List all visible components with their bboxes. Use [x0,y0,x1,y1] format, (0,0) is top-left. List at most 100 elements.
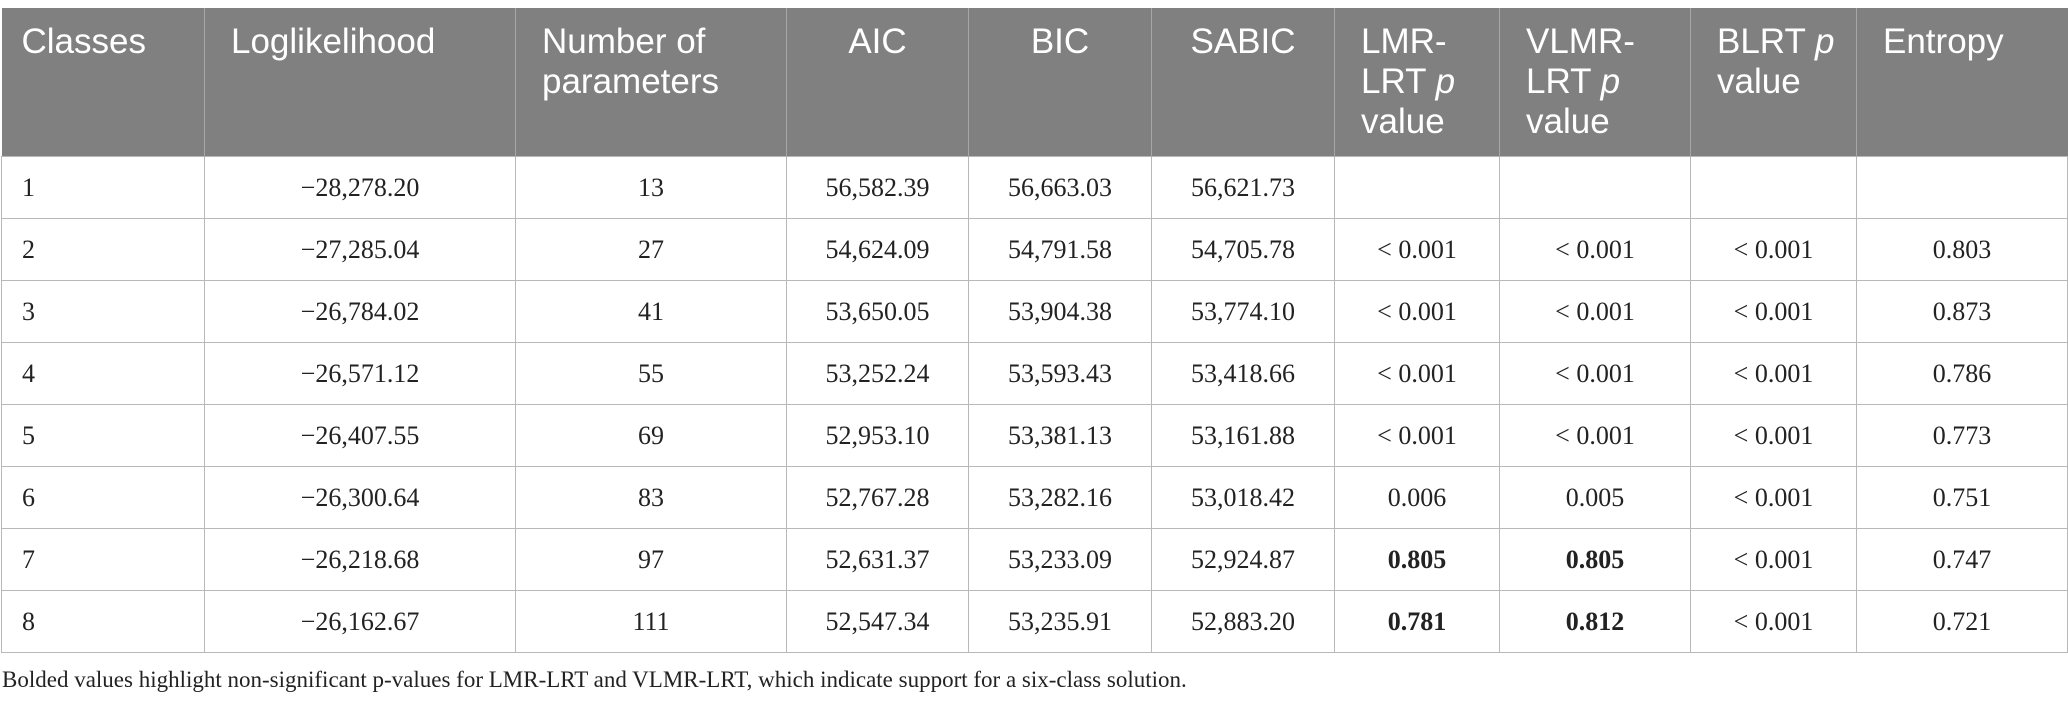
cell-num_params: 111 [515,590,787,653]
cell-aic: 54,624.09 [786,218,969,281]
header-blrt: BLRT p value [1690,8,1857,157]
table-row: 4 −26,571.12 55 53,252.24 53,593.43 53,418.66… [1,342,2068,405]
cell-vlmr_lrt: < 0.001 [1499,404,1691,467]
cell-vlmr_lrt: < 0.001 [1499,342,1691,405]
table-row: 1 −28,278.20 13 56,582.39 56,663.03 56,621.73 [1,156,2068,219]
header-lmr_lrt-text-1: p [1435,62,1456,101]
cell-entropy: 0.751 [1856,466,2068,529]
cell-sabic: 52,883.20 [1151,590,1335,653]
cell-bic: 56,663.03 [968,156,1152,219]
cell-blrt: < 0.001 [1690,466,1857,529]
cell-blrt: < 0.001 [1690,528,1857,591]
cell-blrt: < 0.001 [1690,404,1857,467]
cell-num_params: 13 [515,156,787,219]
cell-num_params: 55 [515,342,787,405]
table-row: 3 −26,784.02 41 53,650.05 53,904.38 53,774.10… [1,280,2068,343]
cell-vlmr_lrt: 0.812 [1499,590,1691,653]
cell-bic: 53,904.38 [968,280,1152,343]
cell-loglikelihood: −26,784.02 [204,280,516,343]
header-vlmr-lrt: VLMR-LRT p value [1499,8,1691,157]
cell-sabic: 56,621.73 [1151,156,1335,219]
cell-entropy: 0.747 [1856,528,2068,591]
header-entropy-text-0: Entropy [1883,22,2004,61]
cell-aic: 56,582.39 [786,156,969,219]
header-entropy: Entropy [1856,8,2068,157]
header-sabic-text-0: SABIC [1190,22,1296,61]
table-container: Classes Loglikelihood Number of paramete… [0,8,2068,693]
header-aic: AIC [786,8,969,157]
cell-loglikelihood: −26,407.55 [204,404,516,467]
header-num_params-text-0: Number of parameters [542,22,720,101]
cell-entropy: 0.873 [1856,280,2068,343]
cell-bic: 53,282.16 [968,466,1152,529]
cell-bic: 54,791.58 [968,218,1152,281]
cell-bic: 53,381.13 [968,404,1152,467]
cell-lmr_lrt: 0.006 [1334,466,1500,529]
cell-aic: 52,547.34 [786,590,969,653]
cell-bic: 53,235.91 [968,590,1152,653]
header-aic-text-0: AIC [848,22,907,61]
cell-aic: 52,767.28 [786,466,969,529]
cell-sabic: 53,018.42 [1151,466,1335,529]
table-row: 8 −26,162.67 111 52,547.34 53,235.91 52,883.2… [1,590,2068,653]
table-body: 1 −28,278.20 13 56,582.39 56,663.03 56,621.73… [1,156,2068,653]
table-row: 5 −26,407.55 69 52,953.10 53,381.13 53,161.88… [1,404,2068,467]
cell-aic: 52,631.37 [786,528,969,591]
cell-vlmr_lrt [1499,156,1691,219]
cell-num_params: 83 [515,466,787,529]
cell-vlmr_lrt: < 0.001 [1499,280,1691,343]
cell-classes: 6 [1,466,205,529]
cell-lmr_lrt: < 0.001 [1334,342,1500,405]
cell-aic: 53,252.24 [786,342,969,405]
header-classes-text-0: Classes [21,22,146,61]
cell-classes: 2 [1,218,205,281]
cell-sabic: 53,161.88 [1151,404,1335,467]
cell-sabic: 52,924.87 [1151,528,1335,591]
cell-loglikelihood: −26,300.64 [204,466,516,529]
cell-lmr_lrt: 0.805 [1334,528,1500,591]
cell-lmr_lrt: < 0.001 [1334,218,1500,281]
header-number-of-parameters: Number of parameters [515,8,787,157]
model-fit-table: Classes Loglikelihood Number of paramete… [1,8,2068,653]
cell-classes: 4 [1,342,205,405]
header-lmr_lrt-text-0: LMR-LRT [1361,22,1447,101]
cell-classes: 7 [1,528,205,591]
header-blrt-text-0: BLRT [1717,22,1815,61]
header-vlmr_lrt-text-1: p [1600,62,1621,101]
cell-blrt: < 0.001 [1690,280,1857,343]
cell-vlmr_lrt: 0.805 [1499,528,1691,591]
cell-lmr_lrt: < 0.001 [1334,280,1500,343]
cell-sabic: 54,705.78 [1151,218,1335,281]
table-footnote: Bolded values highlight non-significant … [2,667,1187,692]
header-vlmr_lrt-text-0: VLMR-LRT [1526,22,1635,101]
cell-lmr_lrt: 0.781 [1334,590,1500,653]
cell-entropy: 0.773 [1856,404,2068,467]
cell-sabic: 53,418.66 [1151,342,1335,405]
header-loglikelihood: Loglikelihood [204,8,516,157]
header-bic-text-0: BIC [1030,22,1090,61]
table-row: 2 −27,285.04 27 54,624.09 54,791.58 54,705.78… [1,218,2068,281]
header-classes: Classes [1,8,205,157]
cell-aic: 53,650.05 [786,280,969,343]
table-row: 6 −26,300.64 83 52,767.28 53,282.16 53,018.42… [1,466,2068,529]
cell-lmr_lrt [1334,156,1500,219]
header-loglikelihood-text-0: Loglikelihood [231,22,436,61]
cell-num_params: 97 [515,528,787,591]
cell-loglikelihood: −26,571.12 [204,342,516,405]
header-row: Classes Loglikelihood Number of paramete… [1,8,2068,157]
header-bic: BIC [968,8,1152,157]
cell-bic: 53,593.43 [968,342,1152,405]
header-blrt-text-2: value [1717,62,1801,101]
header-vlmr_lrt-text-2: value [1526,102,1610,141]
cell-vlmr_lrt: < 0.001 [1499,218,1691,281]
cell-vlmr_lrt: 0.005 [1499,466,1691,529]
cell-num_params: 41 [515,280,787,343]
cell-blrt: < 0.001 [1690,218,1857,281]
cell-entropy: 0.786 [1856,342,2068,405]
cell-loglikelihood: −27,285.04 [204,218,516,281]
cell-num_params: 27 [515,218,787,281]
cell-classes: 8 [1,590,205,653]
cell-sabic: 53,774.10 [1151,280,1335,343]
cell-loglikelihood: −26,162.67 [204,590,516,653]
header-lmr_lrt-text-2: value [1361,102,1445,141]
